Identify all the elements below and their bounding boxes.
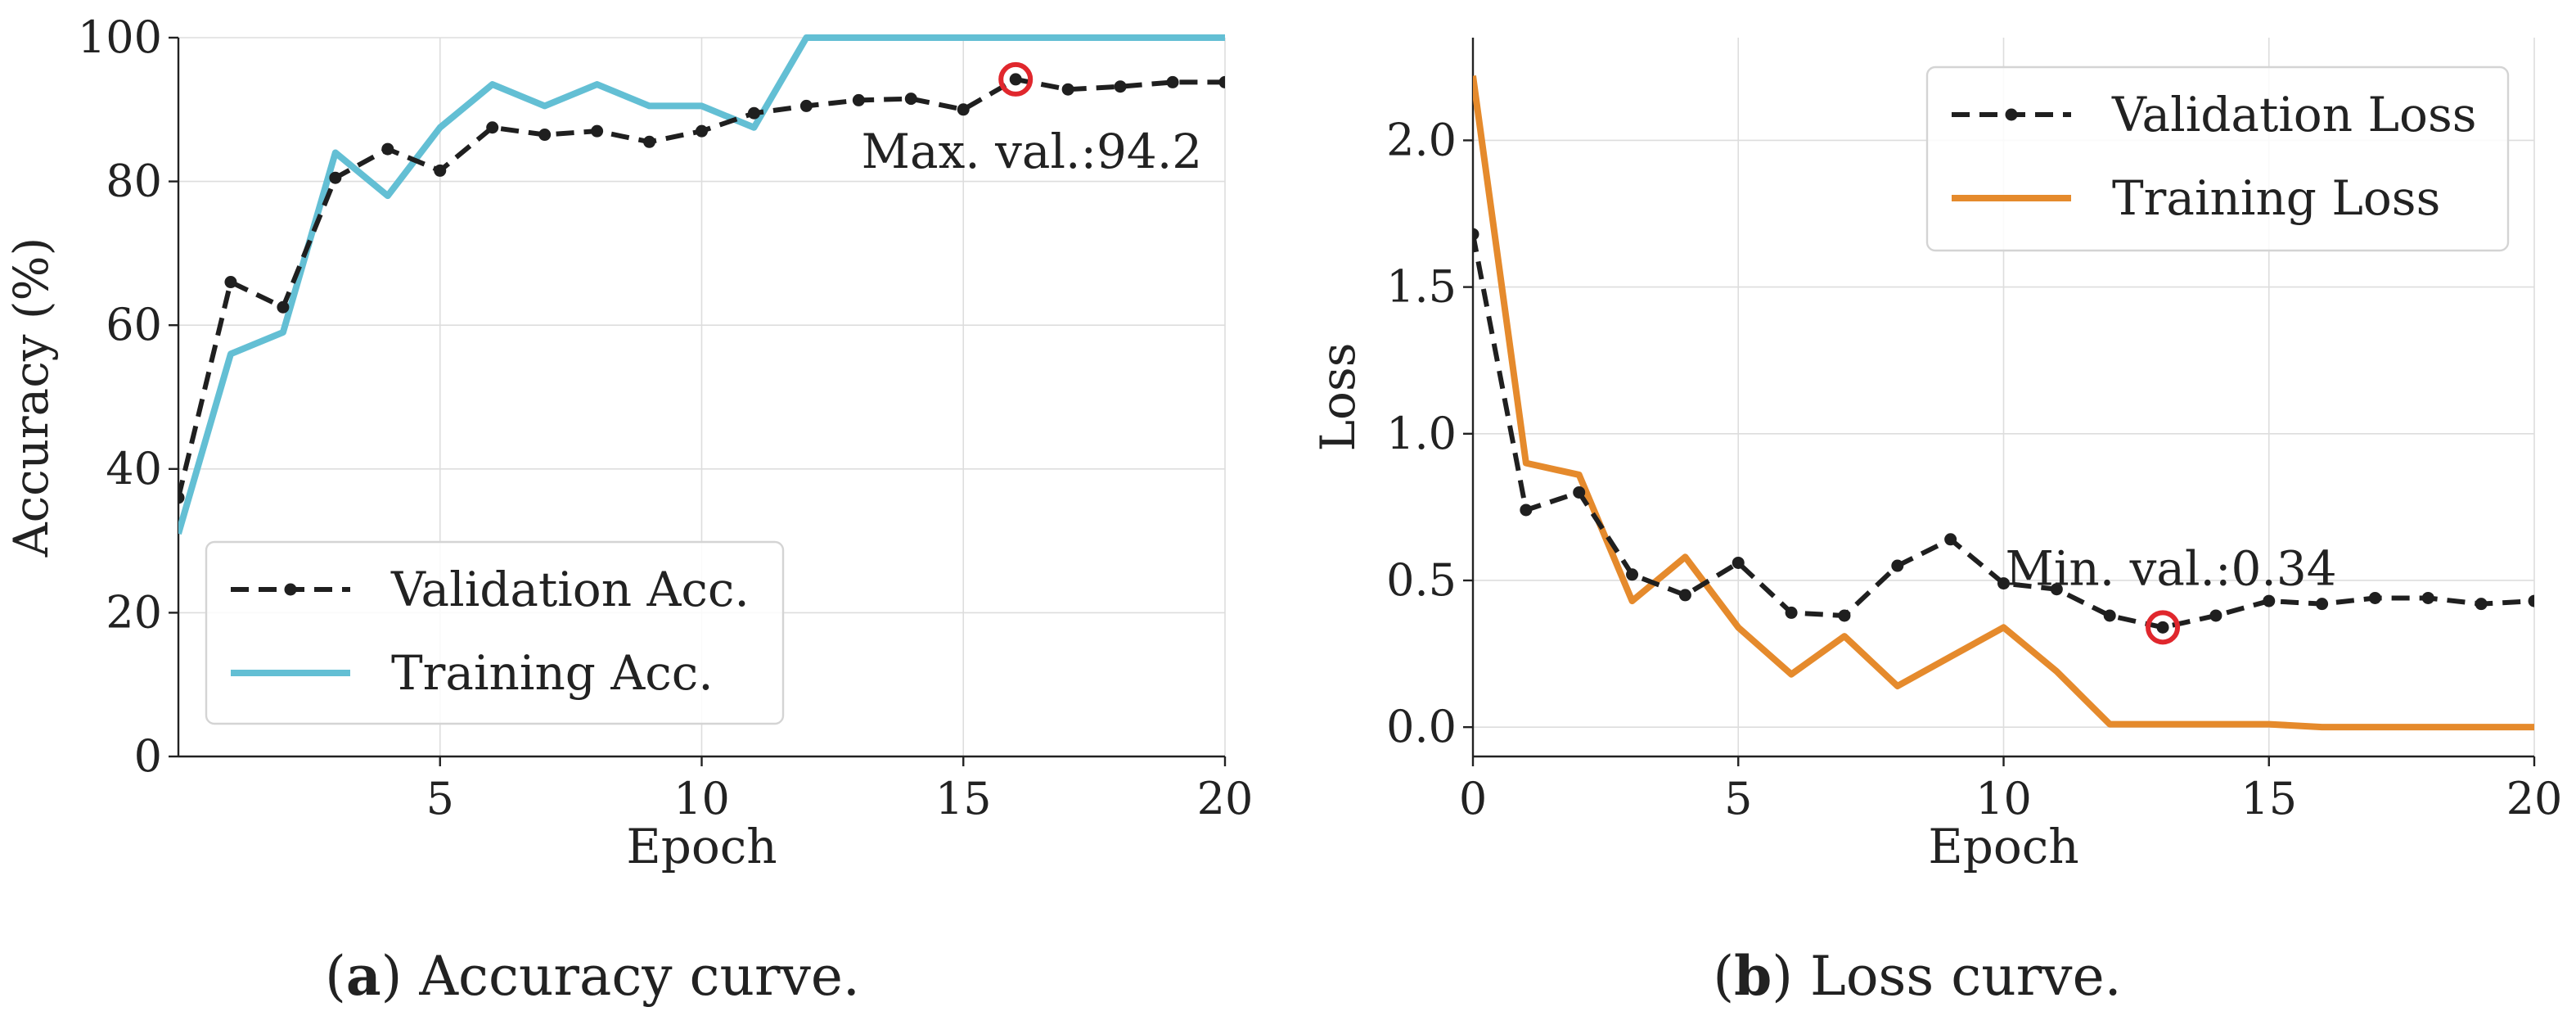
y-tick-label: 0.5	[1386, 554, 1457, 606]
x-tick-label: 15	[935, 773, 992, 824]
x-tick-label: 10	[1975, 773, 2032, 824]
caption-a-letter: a	[346, 944, 381, 1008]
legend-label-training-loss: Training Loss	[2112, 170, 2440, 226]
legend-label-validation-loss: Validation Loss	[2111, 87, 2476, 142]
data-point-validation-loss	[1473, 228, 1479, 241]
data-point-validation-loss	[2368, 591, 2381, 604]
data-point-validation-loss	[1785, 606, 1798, 619]
x-tick-label: 15	[2240, 773, 2297, 824]
caption-a: (a) Accuracy curve.	[325, 944, 860, 1008]
loss-caption: (b) Loss curve.	[1713, 944, 2121, 1008]
y-tick-label: 100	[78, 11, 162, 63]
data-point-validation-loss	[2050, 583, 2063, 596]
data-point-validation-acc	[747, 106, 760, 120]
annotation-label: Min. val.:0.34	[2005, 540, 2336, 596]
caption-b: (b) Loss curve.	[1713, 944, 2121, 1008]
legend-box	[205, 540, 785, 725]
data-point-validation-loss	[2156, 621, 2169, 634]
legend-label-validation-acc: Validation Acc.	[390, 562, 750, 617]
caption-b-letter: b	[1734, 944, 1772, 1008]
series-line-training-acc	[178, 34, 1225, 535]
data-point-validation-acc	[852, 93, 865, 106]
data-point-validation-loss	[2528, 594, 2534, 607]
data-point-validation-acc	[1009, 73, 1022, 86]
legend-box	[1925, 65, 2510, 252]
data-point-validation-acc	[643, 135, 656, 148]
data-point-validation-loss	[1626, 568, 1639, 581]
data-point-validation-acc	[696, 124, 708, 138]
data-point-validation-acc	[486, 121, 499, 134]
data-point-validation-acc	[904, 93, 917, 106]
y-tick-label: 1.5	[1386, 261, 1457, 313]
data-point-validation-loss	[1838, 609, 1851, 622]
data-point-validation-acc	[434, 164, 447, 177]
x-tick-label: 20	[1197, 773, 1254, 824]
y-tick-label: 2.0	[1386, 114, 1457, 165]
caption-b-text: Loss curve.	[1793, 945, 2122, 1008]
y-axis-label: Loss	[1310, 343, 1366, 452]
y-tick-label: 0	[134, 730, 162, 782]
data-point-validation-loss	[2475, 598, 2488, 611]
data-point-validation-acc	[329, 171, 342, 184]
data-point-validation-loss	[1520, 503, 1533, 517]
data-point-validation-loss	[1891, 559, 1904, 572]
series-line-training-loss	[1473, 75, 2534, 731]
highlight-marker	[2146, 610, 2181, 645]
highlight-marker	[998, 61, 1034, 97]
data-point-validation-loss	[1944, 533, 1957, 546]
data-point-validation-loss	[2103, 609, 2116, 622]
data-point-validation-acc	[1114, 80, 1127, 93]
legend-swatch-dot-validation-loss	[2005, 108, 2018, 121]
legend-swatch-dot-validation-acc	[284, 583, 297, 596]
accuracy-chart: 5 10 15 20 0 20 40 60 80 100 Epoch Accuracy (%) Max.…	[3, 11, 1253, 874]
data-point-validation-loss	[2209, 609, 2222, 622]
legend-label-training-acc: Training Acc.	[391, 645, 714, 701]
x-axis-label: Epoch	[626, 819, 777, 874]
caption-a-text: Accuracy curve.	[402, 945, 860, 1008]
data-point-validation-loss	[1997, 577, 2010, 590]
x-tick-label: 5	[426, 773, 454, 824]
plot-area	[1473, 75, 2534, 731]
data-point-validation-acc	[381, 142, 394, 156]
data-point-validation-acc	[591, 124, 604, 138]
y-tick-label: 0.0	[1386, 701, 1457, 752]
y-tick-label: 1.0	[1386, 408, 1457, 459]
data-point-validation-loss	[2421, 591, 2434, 604]
data-point-validation-acc	[277, 300, 290, 314]
data-point-validation-acc	[1061, 83, 1074, 96]
y-tick-label: 40	[106, 443, 162, 494]
y-axis-label: Accuracy (%)	[3, 237, 59, 558]
data-point-validation-loss	[2316, 598, 2329, 611]
loss-chart: 0 5 10 15 20 0.0 0.5 1.0 1.5 2.0 Epoch Loss Min. val…	[1310, 38, 2562, 874]
x-tick-label: 10	[673, 773, 730, 824]
x-tick-label: 20	[2506, 773, 2563, 824]
plot-area	[178, 34, 1225, 535]
data-point-validation-acc	[1166, 75, 1179, 88]
data-point-validation-acc	[799, 99, 813, 112]
data-point-validation-acc	[178, 491, 185, 504]
x-axis-label: Epoch	[1928, 819, 2078, 874]
y-tick-label: 80	[106, 156, 162, 207]
data-point-validation-acc	[538, 129, 552, 142]
data-point-validation-acc	[957, 103, 970, 116]
y-tick-label: 20	[106, 586, 162, 638]
data-point-validation-acc	[1218, 75, 1225, 88]
x-tick-label: 0	[1459, 773, 1487, 824]
y-tick-label: 60	[106, 299, 162, 350]
data-point-validation-loss	[1678, 589, 1691, 602]
accuracy-caption: (a) Accuracy curve.	[325, 944, 860, 1008]
data-point-validation-loss	[1732, 556, 1745, 569]
data-point-validation-loss	[1573, 485, 1586, 499]
annotation-label: Max. val.:94.2	[862, 124, 1203, 179]
x-tick-label: 5	[1724, 773, 1752, 824]
data-point-validation-loss	[2263, 594, 2276, 607]
data-point-validation-acc	[224, 276, 237, 289]
